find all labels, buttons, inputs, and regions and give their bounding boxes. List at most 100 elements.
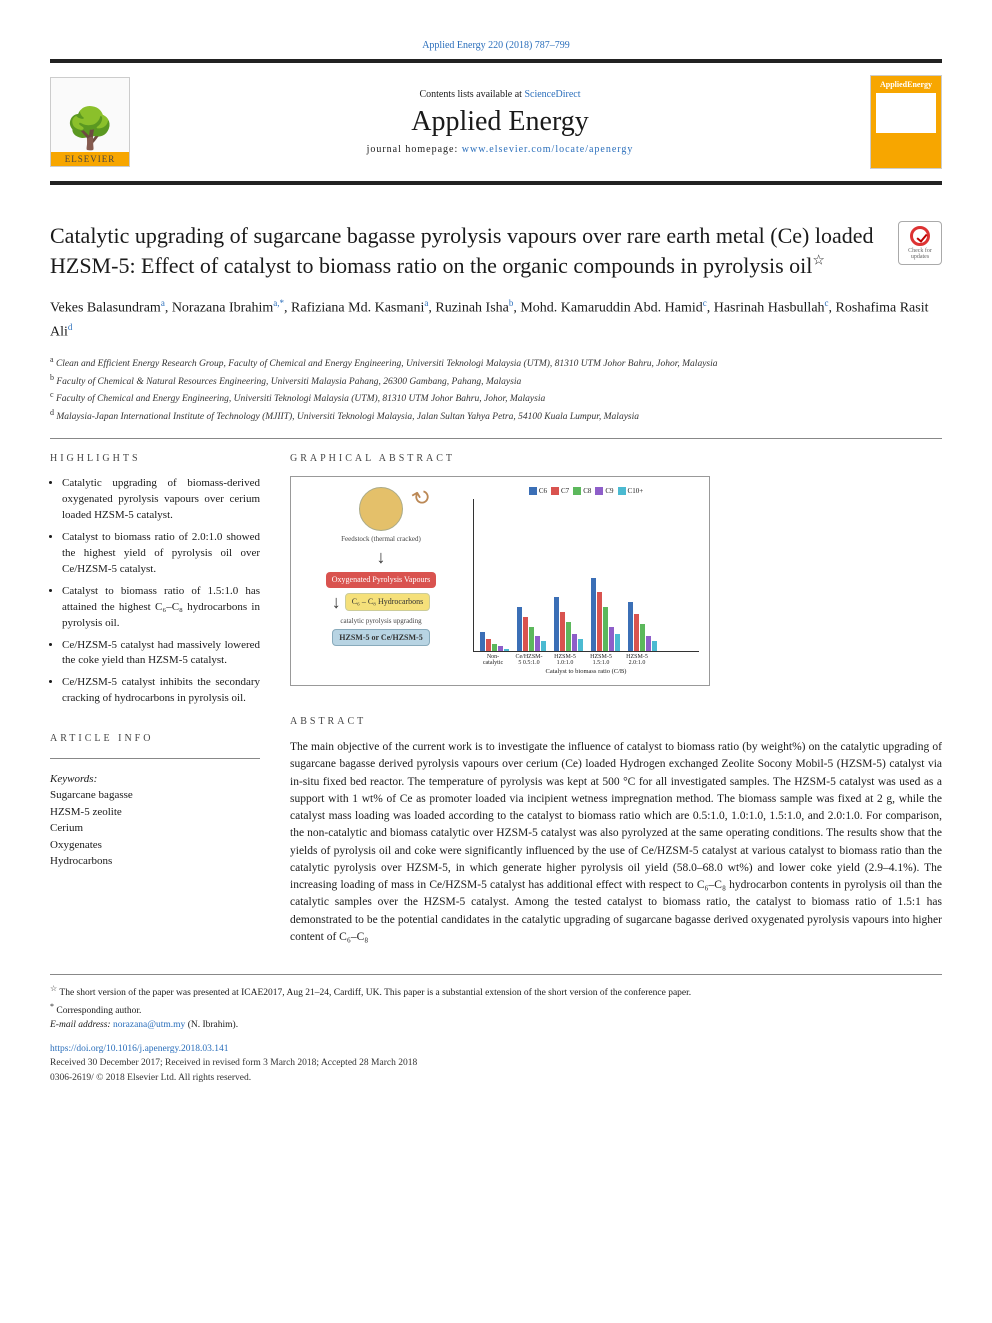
affiliation-line: c Faculty of Chemical and Energy Enginee… xyxy=(50,389,942,406)
affiliation-line: a Clean and Efficient Energy Research Gr… xyxy=(50,354,942,371)
chart-x-tick: HZSM-5 2.0:1.0 xyxy=(623,654,651,666)
corresponding-author-footnote: * Corresponding author. xyxy=(50,1001,942,1018)
email-line: E-mail address: norazana@utm.my (N. Ibra… xyxy=(50,1018,942,1032)
divider xyxy=(50,438,942,439)
journal-name: Applied Energy xyxy=(130,106,870,138)
journal-header: 🌳 ELSEVIER Contents lists available at S… xyxy=(50,59,942,185)
chart-bar xyxy=(572,634,577,651)
oxygenated-vapours-box: Oxygenated Pyrolysis Vapours xyxy=(326,572,437,588)
author-name: Mohd. Kamaruddin Abd. Hamid xyxy=(520,301,702,316)
hydrocarbon-bar-chart xyxy=(473,499,699,652)
email-label: E-mail address: xyxy=(50,1020,113,1030)
homepage-link[interactable]: www.elsevier.com/locate/apenergy xyxy=(462,144,634,155)
author-affiliation-mark: a xyxy=(161,298,165,308)
legend-swatch-icon xyxy=(573,487,581,495)
legend-item: C6 xyxy=(529,487,547,495)
chart-x-tick: HZSM-5 1.5:1.0 xyxy=(587,654,615,666)
chart-bar xyxy=(554,597,559,651)
journal-homepage: journal homepage: www.elsevier.com/locat… xyxy=(130,144,870,155)
highlight-item: Ce/HZSM-5 catalyst had massively lowered… xyxy=(62,638,260,670)
highlight-item: Catalyst to biomass ratio of 2.0:1.0 sho… xyxy=(62,530,260,578)
legend-swatch-icon xyxy=(595,487,603,495)
article-info-label: ARTICLE INFO xyxy=(50,733,260,744)
chart-bar xyxy=(597,592,602,651)
keywords-label: Keywords: xyxy=(50,773,260,785)
author-affiliation-mark: c xyxy=(825,298,829,308)
chart-x-tick: Ce/HZSM-5 0.5:1.0 xyxy=(515,654,543,666)
contents-available: Contents lists available at ScienceDirec… xyxy=(130,89,870,100)
journal-cover-thumb: AppliedEnergy xyxy=(870,75,942,169)
sciencedirect-link[interactable]: ScienceDirect xyxy=(524,89,580,100)
chart-bar xyxy=(628,602,633,651)
chart-x-tick: HZSM-5 1.0:1.0 xyxy=(551,654,579,666)
homepage-prefix: journal homepage: xyxy=(367,144,462,155)
author-affiliation-mark: d xyxy=(68,322,73,332)
elsevier-tree-icon: 🌳 xyxy=(65,105,115,152)
article-title: Catalytic upgrading of sugarcane bagasse… xyxy=(50,221,888,280)
highlight-item: Catalyst to biomass ratio of 1.5:1.0 has… xyxy=(62,584,260,632)
chart-bar xyxy=(640,624,645,651)
legend-swatch-icon xyxy=(618,487,626,495)
legend-item: C7 xyxy=(551,487,569,495)
cover-inner-icon xyxy=(876,93,936,133)
chart-bar xyxy=(634,614,639,651)
received-line: Received 30 December 2017; Received in r… xyxy=(50,1056,942,1070)
chart-bar xyxy=(523,617,528,651)
author-affiliation-mark: c xyxy=(703,298,707,308)
author-name: Ruzinah Isha xyxy=(435,301,508,316)
legend-swatch-icon xyxy=(529,487,537,495)
email-link[interactable]: norazana@utm.my xyxy=(113,1020,185,1030)
chart-bar xyxy=(486,639,491,651)
corr-note-text: Corresponding author. xyxy=(56,1006,141,1016)
chart-bar xyxy=(480,632,485,652)
legend-item: C8 xyxy=(573,487,591,495)
chart-bar xyxy=(578,639,583,651)
abstract-text: The main objective of the current work i… xyxy=(290,739,942,946)
article-title-text: Catalytic upgrading of sugarcane bagasse… xyxy=(50,223,873,278)
author-name: Vekes Balasundram xyxy=(50,301,161,316)
chart-bar xyxy=(591,578,596,651)
doi-link[interactable]: https://doi.org/10.1016/j.apenergy.2018.… xyxy=(50,1042,942,1056)
chart-bar-group xyxy=(628,602,657,651)
check-updates-badge[interactable]: Check for updates xyxy=(898,221,942,265)
email-suffix: (N. Ibrahim). xyxy=(185,1020,238,1030)
affiliations-block: a Clean and Efficient Energy Research Gr… xyxy=(50,354,942,424)
chart-bar xyxy=(609,627,614,651)
hydrocarbons-box: C₆ – C₈ Hydrocarbons xyxy=(345,593,431,611)
highlights-list: Catalytic upgrading of biomass-derived o… xyxy=(50,476,260,707)
author-affiliation-mark: b xyxy=(509,298,514,308)
title-footmark: ☆ xyxy=(812,253,825,268)
chart-bar xyxy=(615,634,620,651)
author-affiliation-mark: a,* xyxy=(273,298,284,308)
chart-bar-group xyxy=(517,607,546,651)
elsevier-brand: ELSEVIER xyxy=(51,152,129,166)
conference-footnote: ☆ The short version of the paper was pre… xyxy=(50,983,942,1000)
elsevier-logo: 🌳 ELSEVIER xyxy=(50,77,130,167)
chart-bar xyxy=(541,641,546,651)
feedstock-icon xyxy=(359,487,403,531)
check-updates-caption: Check for updates xyxy=(908,248,932,260)
chart-legend: C6C7C8C9C10+ xyxy=(473,487,699,495)
conf-mark: ☆ xyxy=(50,984,57,993)
chart-bar xyxy=(652,641,657,651)
author-name: Rafiziana Md. Kasmani xyxy=(291,301,424,316)
highlights-label: HIGHLIGHTS xyxy=(50,453,260,464)
legend-item: C10+ xyxy=(618,487,644,495)
footnotes: ☆ The short version of the paper was pre… xyxy=(50,974,942,1085)
chart-bar xyxy=(517,607,522,651)
feedstock-caption: Feedstock (thermal cracked) xyxy=(341,535,421,543)
keyword-item: Oxygenates xyxy=(50,837,260,854)
keyword-item: Hydrocarbons xyxy=(50,853,260,870)
author-name: Hasrinah Hasbullah xyxy=(714,301,825,316)
graphical-abstract-figure: ↻ Feedstock (thermal cracked) ↓ Oxygenat… xyxy=(290,476,710,686)
citation-line: Applied Energy 220 (2018) 787–799 xyxy=(50,40,942,51)
chart-bar xyxy=(492,644,497,651)
check-line2: updates xyxy=(911,254,929,260)
authors-line: Vekes Balasundrama, Norazana Ibrahima,*,… xyxy=(50,296,942,344)
conf-note-text: The short version of the paper was prese… xyxy=(59,988,691,998)
chart-bar-group xyxy=(480,632,509,652)
author-name: Norazana Ibrahim xyxy=(172,301,273,316)
abstract-label: ABSTRACT xyxy=(290,716,942,727)
chart-bar xyxy=(498,646,503,651)
chart-x-labels: Non-catalyticCe/HZSM-5 0.5:1.0HZSM-5 1.0… xyxy=(473,654,699,666)
